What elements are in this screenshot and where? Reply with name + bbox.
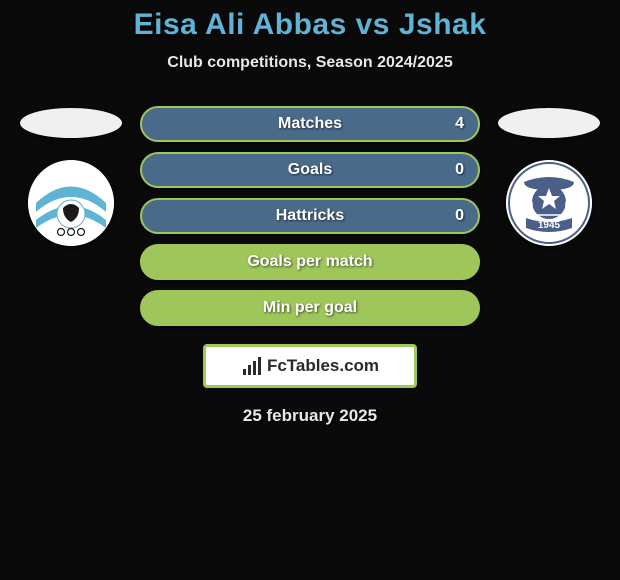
stat-row: Matches 4 xyxy=(140,106,480,142)
right-club-badge: 1945 xyxy=(506,160,592,246)
stat-label: Min per goal xyxy=(263,299,357,317)
page-title: Eisa Ali Abbas vs Jshak xyxy=(0,8,620,42)
branding-box: FcTables.com xyxy=(203,344,417,388)
comparison-container: Eisa Ali Abbas vs Jshak Club competition… xyxy=(0,0,620,426)
page-subtitle: Club competitions, Season 2024/2025 xyxy=(0,54,620,72)
left-flag-ellipse xyxy=(20,108,122,138)
branding-text: FcTables.com xyxy=(267,356,379,376)
chart-icon xyxy=(241,355,263,377)
right-side: 1945 xyxy=(498,106,600,246)
left-club-badge xyxy=(28,160,114,246)
left-side xyxy=(20,106,122,246)
right-flag-ellipse xyxy=(498,108,600,138)
stat-value: 4 xyxy=(455,115,464,133)
stat-label: Hattricks xyxy=(276,207,344,225)
stat-label: Matches xyxy=(278,115,342,133)
footer-date: 25 february 2025 xyxy=(0,406,620,426)
right-club-icon: 1945 xyxy=(506,160,592,246)
left-club-icon xyxy=(28,160,114,246)
content-row: Matches 4 Goals 0 Hattricks 0 Goals per match M… xyxy=(0,106,620,326)
stat-label: Goals xyxy=(288,161,332,179)
stat-value: 0 xyxy=(455,207,464,225)
stat-rows: Matches 4 Goals 0 Hattricks 0 Goals per match M… xyxy=(140,106,480,326)
stat-row: Hattricks 0 xyxy=(140,198,480,234)
stat-row: Min per goal xyxy=(140,290,480,326)
stat-value: 0 xyxy=(455,161,464,179)
stat-row: Goals per match xyxy=(140,244,480,280)
stat-row: Goals 0 xyxy=(140,152,480,188)
stat-label: Goals per match xyxy=(247,253,372,271)
right-club-year: 1945 xyxy=(538,220,561,231)
